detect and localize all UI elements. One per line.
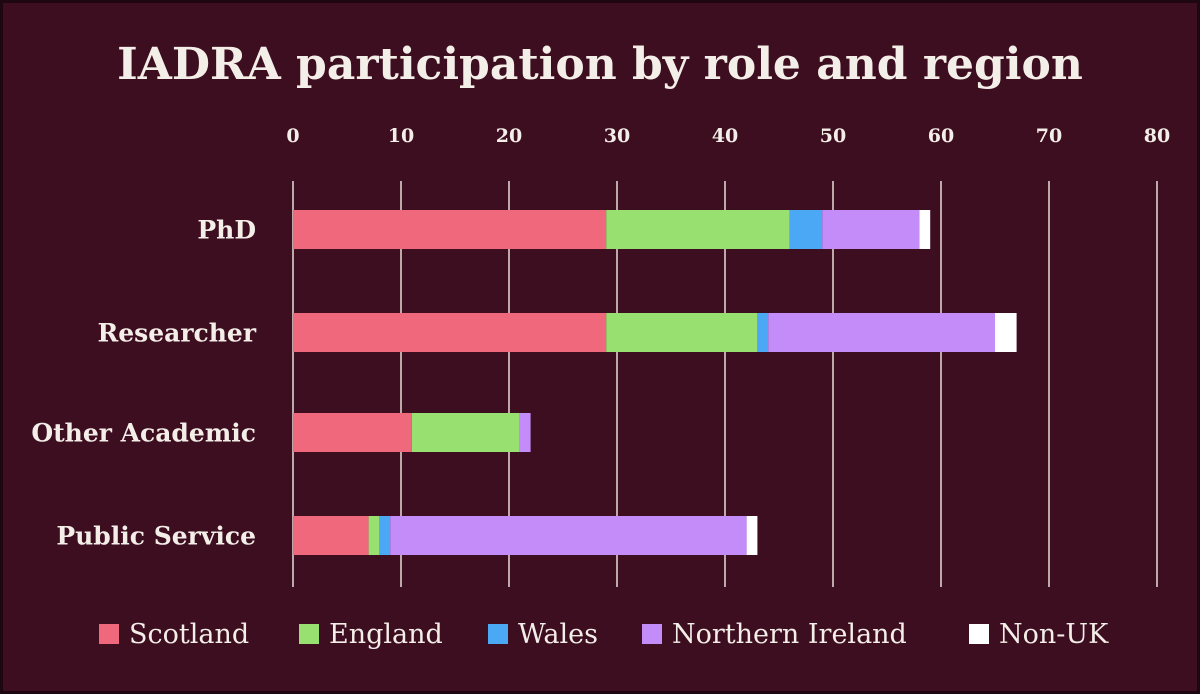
x-axis-ticks: 0 10 20 30 40 50 60 70 80 [286,125,1170,147]
category-label: PhD [197,216,256,245]
x-tick-label: 80 [1144,125,1170,147]
legend-item: England [299,619,443,650]
bar-segment [606,313,758,352]
category-label: Public Service [56,522,256,551]
category-label: Researcher [97,319,256,348]
legend-label: Northern Ireland [672,619,907,650]
bar-segment [293,413,412,452]
bar-segment [995,313,1017,352]
bar-segment [757,313,769,352]
legend-item: Non-UK [969,619,1109,650]
legend-item: Northern Ireland [642,619,907,650]
x-tick-label: 10 [388,125,414,147]
x-tick-label: 40 [712,125,738,147]
bar-segment [822,210,920,249]
x-tick-label: 0 [286,125,299,147]
category-labels: PhD Researcher Other Academic Public Servic… [31,216,256,551]
legend-label: Non-UK [999,619,1109,650]
legend-label: Scotland [129,619,249,650]
legend-item: Scotland [99,619,249,650]
stacked-bar-chart: IADRA participation by role and region 0… [31,39,1170,650]
bar-segment [789,210,823,249]
legend-swatch [99,624,119,644]
legend-label: Wales [518,619,598,650]
bar-segment [768,313,995,352]
bar-segment [293,210,607,249]
bar-segment [519,413,531,452]
bar-segment [293,313,607,352]
x-tick-label: 30 [604,125,630,147]
bar-segment [606,210,790,249]
bar-segment [919,210,931,249]
legend-swatch [299,624,319,644]
bar-segment [746,516,758,555]
bar-segment [293,516,369,555]
bar-segment [368,516,380,555]
chart-title: IADRA participation by role and region [117,39,1083,90]
legend-swatch [969,624,989,644]
legend-item: Wales [488,619,598,650]
x-tick-label: 60 [928,125,954,147]
x-tick-label: 20 [496,125,522,147]
x-tick-label: 50 [820,125,846,147]
bar-segment [411,413,520,452]
bars [293,210,1017,555]
legend-label: England [329,619,443,650]
legend: Scotland England Wales Northern Ireland Non-… [99,619,1109,650]
bar-segment [379,516,391,555]
category-label: Other Academic [31,419,256,448]
x-tick-label: 70 [1036,125,1062,147]
legend-swatch [488,624,508,644]
legend-swatch [642,624,662,644]
bar-segment [390,516,747,555]
